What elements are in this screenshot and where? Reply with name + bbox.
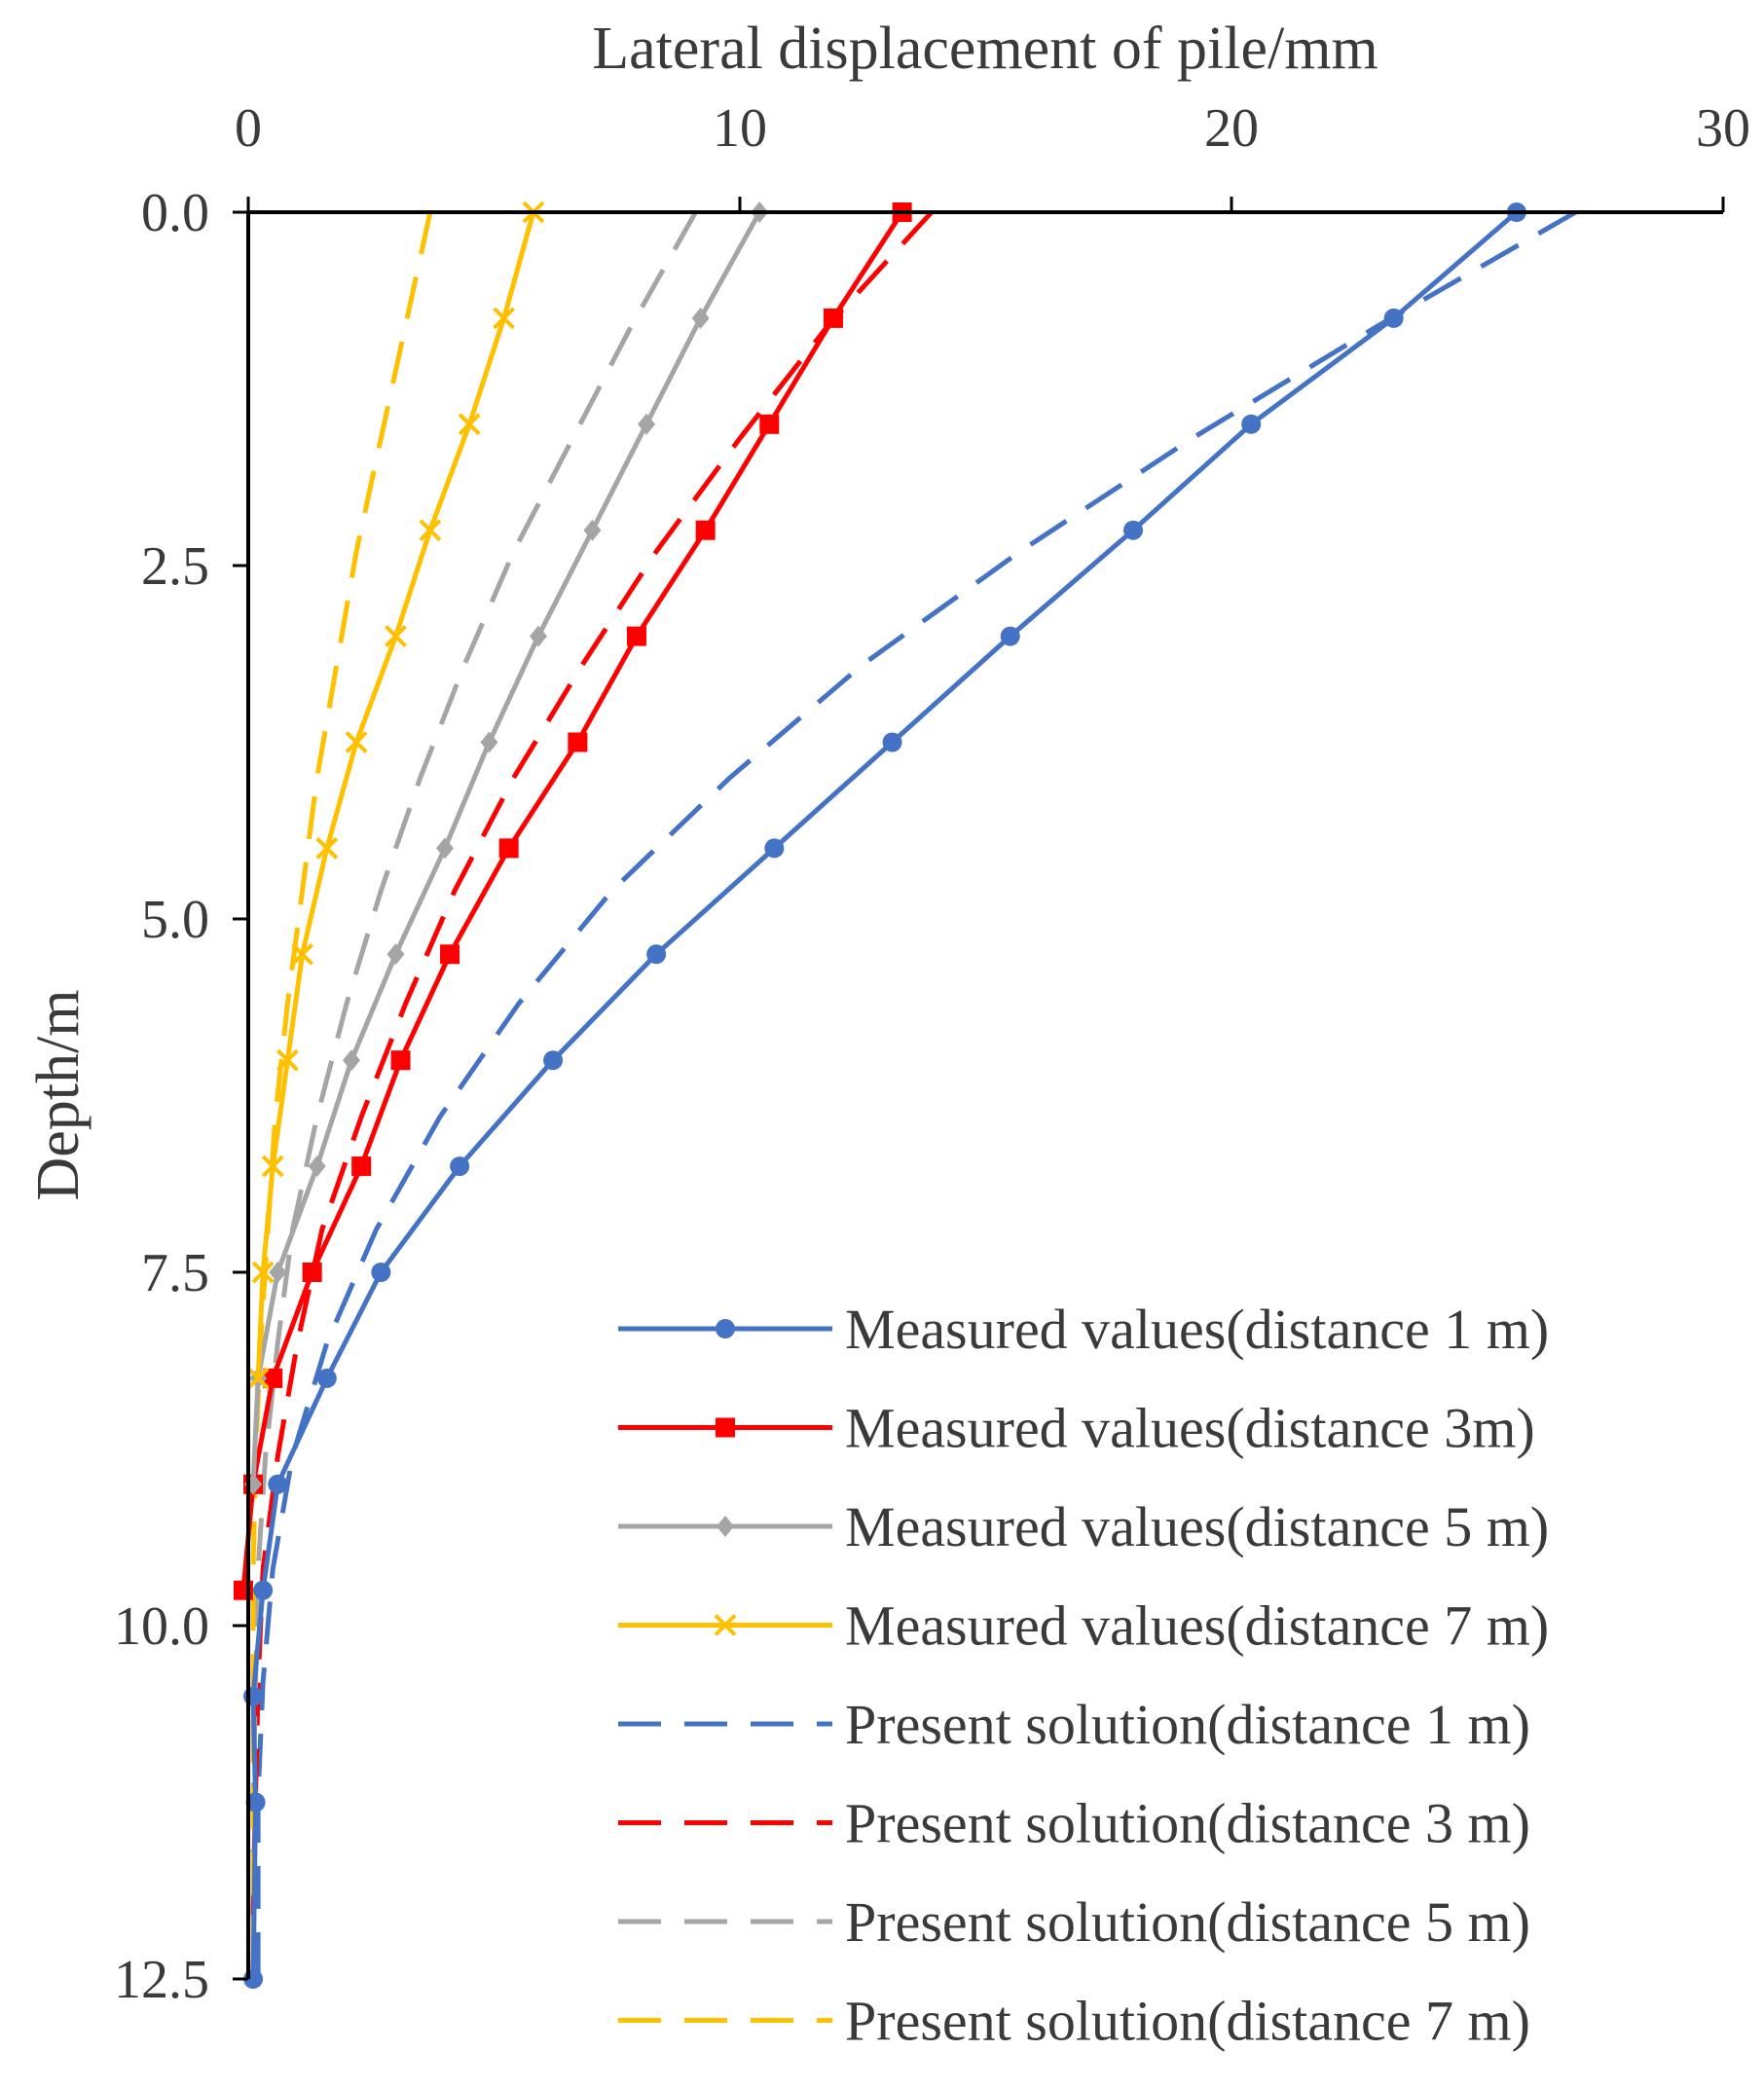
data-point-diamond bbox=[638, 413, 656, 435]
data-point-square bbox=[626, 626, 646, 646]
data-point-circle bbox=[716, 1319, 735, 1338]
series-4 bbox=[246, 201, 545, 1390]
data-point-x bbox=[251, 1261, 275, 1284]
data-point-x bbox=[315, 836, 339, 860]
data-point-x bbox=[261, 1154, 284, 1178]
ticks-layer: 0 10 20 30 0.0 2.5 5.0 7.5 10.0 12.5 bbox=[114, 98, 1750, 2010]
series-line bbox=[255, 209, 1577, 1979]
x-tick-label: 0 bbox=[235, 98, 262, 159]
data-point-circle bbox=[245, 1792, 266, 1813]
series-6 bbox=[250, 210, 934, 1979]
data-point-circle bbox=[1383, 308, 1404, 328]
series-layer bbox=[233, 201, 1577, 1989]
y-tick-label: 7.5 bbox=[141, 1243, 209, 1303]
data-point-circle bbox=[253, 1580, 274, 1600]
y-tick-label: 0.0 bbox=[141, 183, 209, 243]
data-point-diamond bbox=[386, 943, 405, 966]
data-point-diamond bbox=[583, 519, 602, 541]
data-point-square bbox=[263, 1368, 283, 1388]
series-2 bbox=[233, 202, 912, 1600]
data-point-square bbox=[498, 838, 519, 859]
x-tick-label: 20 bbox=[1204, 98, 1259, 159]
legend-item: Present solution(distance 5 m) bbox=[618, 1890, 1530, 1954]
x-tick-label: 10 bbox=[713, 98, 767, 159]
data-point-circle bbox=[1241, 414, 1262, 434]
legend-item: Measured values(distance 5 m) bbox=[618, 1495, 1549, 1558]
data-point-circle bbox=[1123, 520, 1143, 540]
data-point-x bbox=[345, 731, 368, 753]
data-point-diamond bbox=[529, 625, 547, 647]
data-point-x bbox=[493, 307, 516, 330]
data-point-x bbox=[246, 1367, 270, 1390]
y-axis-title: Depth/m bbox=[25, 990, 92, 1201]
legend-item: Present solution(distance 7 m) bbox=[618, 1990, 1530, 2053]
series-line bbox=[250, 210, 934, 1979]
legend-label: Measured values(distance 7 m) bbox=[845, 1594, 1549, 1658]
y-tick-label: 5.0 bbox=[141, 890, 209, 950]
axes-layer bbox=[246, 210, 1723, 1979]
data-point-x bbox=[291, 942, 313, 966]
legend-label: Present solution(distance 3 m) bbox=[845, 1792, 1530, 1855]
series-line bbox=[240, 210, 904, 1591]
legend-label: Present solution(distance 1 m) bbox=[845, 1693, 1530, 1756]
data-point-square bbox=[351, 1156, 372, 1177]
data-point-square bbox=[302, 1263, 322, 1282]
data-point-square bbox=[716, 1417, 735, 1438]
legend-item: Measured values(distance 1 m) bbox=[618, 1298, 1549, 1361]
series-5 bbox=[255, 209, 1577, 1979]
data-point-circle bbox=[450, 1156, 470, 1177]
data-point-x bbox=[385, 625, 407, 648]
data-point-circle bbox=[646, 944, 667, 965]
data-point-square bbox=[695, 520, 716, 540]
legend-label: Measured values(distance 5 m) bbox=[845, 1495, 1549, 1558]
legend: Measured values(distance 1 m) Measured va… bbox=[618, 1298, 1549, 2053]
legend-item: Present solution(distance 1 m) bbox=[618, 1693, 1530, 1756]
data-point-square bbox=[823, 308, 843, 328]
data-point-diamond bbox=[308, 1155, 326, 1178]
data-point-square bbox=[390, 1050, 411, 1071]
data-point-circle bbox=[316, 1368, 337, 1388]
data-point-square bbox=[440, 944, 460, 965]
data-point-diamond bbox=[269, 1262, 287, 1283]
data-point-circle bbox=[371, 1263, 391, 1282]
data-point-diamond bbox=[343, 1049, 361, 1072]
data-point-diamond bbox=[717, 1516, 734, 1537]
data-point-x bbox=[714, 1614, 737, 1636]
data-point-x bbox=[458, 413, 481, 436]
data-point-square bbox=[568, 732, 588, 752]
series-line bbox=[255, 211, 536, 1379]
x-tick-label: 30 bbox=[1696, 98, 1750, 159]
x-axis-title: Lateral displacement of pile/mm bbox=[592, 16, 1378, 82]
data-point-diamond bbox=[436, 837, 454, 860]
legend-item: Measured values(distance 7 m) bbox=[618, 1594, 1549, 1658]
data-point-square bbox=[759, 414, 780, 434]
legend-item: Measured values(distance 3m) bbox=[618, 1397, 1535, 1460]
series-1 bbox=[243, 202, 1526, 1989]
y-tick-label: 10.0 bbox=[114, 1596, 209, 1657]
legend-label: Measured values(distance 1 m) bbox=[845, 1298, 1549, 1361]
legend-label: Present solution(distance 7 m) bbox=[845, 1990, 1530, 2053]
data-point-x bbox=[419, 519, 442, 542]
data-point-circle bbox=[543, 1050, 564, 1071]
y-tick-label: 2.5 bbox=[141, 536, 209, 597]
data-point-diamond bbox=[480, 731, 498, 753]
data-point-circle bbox=[1000, 626, 1020, 646]
legend-label: Measured values(distance 3m) bbox=[845, 1397, 1535, 1460]
data-point-circle bbox=[268, 1474, 288, 1494]
data-point-circle bbox=[882, 732, 902, 752]
data-point-diamond bbox=[691, 307, 710, 329]
data-point-x bbox=[276, 1048, 299, 1072]
legend-item: Present solution(distance 3 m) bbox=[618, 1792, 1530, 1855]
y-tick-label: 12.5 bbox=[114, 1950, 209, 2010]
legend-label: Present solution(distance 5 m) bbox=[845, 1890, 1530, 1954]
data-point-circle bbox=[764, 838, 785, 859]
